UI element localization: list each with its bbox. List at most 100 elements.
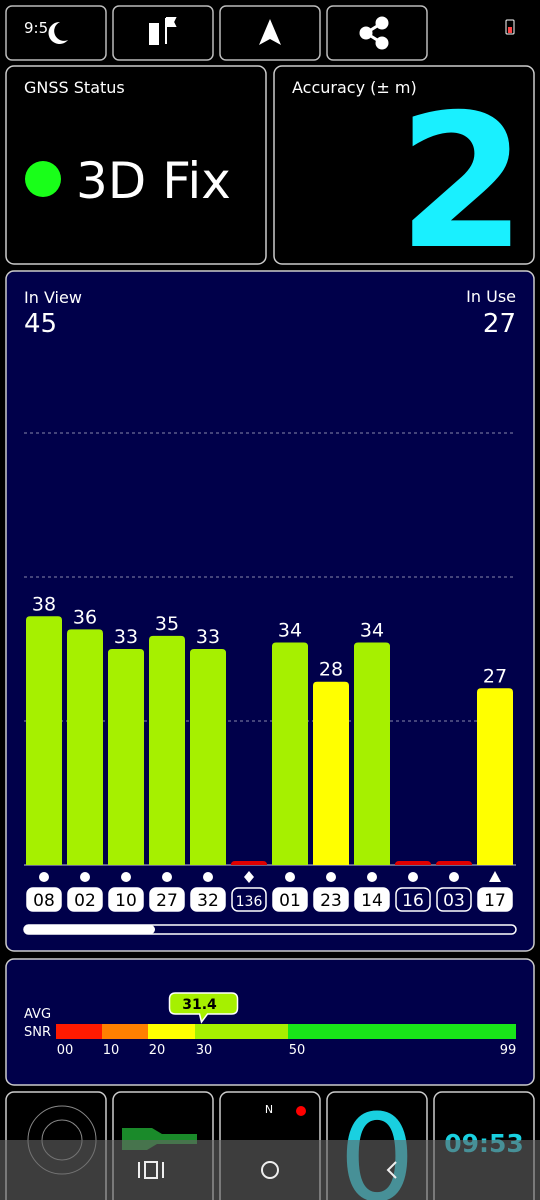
panel-title: GNSS Status — [24, 78, 125, 97]
accuracy-value: 2 — [398, 74, 527, 290]
satellite-id: 23 — [320, 891, 342, 911]
snr-tick-label: 30 — [196, 1043, 213, 1058]
share-button[interactable] — [326, 5, 428, 61]
in-view-label: In View — [24, 288, 82, 307]
snr-tick-label: 50 — [289, 1043, 306, 1058]
snr-panel — [5, 958, 535, 1086]
night-mode-button[interactable] — [5, 5, 107, 61]
status-time: 9:5 — [24, 19, 48, 37]
satellite-id-box — [477, 887, 513, 912]
signal-bar — [313, 681, 349, 865]
battery-icon — [505, 19, 515, 35]
satellite-id: 32 — [197, 891, 219, 911]
navigate-icon — [259, 19, 281, 45]
signal-bar — [67, 629, 103, 865]
constellation-icon — [326, 872, 336, 882]
constellation-icon — [244, 871, 254, 883]
satellite-id-box — [231, 887, 267, 912]
snr-tick-label: 20 — [149, 1043, 166, 1058]
satellite-id-box — [108, 887, 144, 912]
constellation-icon — [121, 872, 131, 882]
avg-label: AVG — [24, 1007, 51, 1022]
satellite-id: 03 — [443, 891, 465, 911]
constellation-icon — [449, 872, 459, 882]
average-callout — [168, 992, 239, 1024]
compass-marker — [296, 1106, 306, 1116]
gnss-status-panel — [5, 65, 267, 265]
satellite-id: 17 — [484, 891, 506, 911]
satellite-id: 16 — [402, 891, 424, 911]
bar-value: 34 — [360, 619, 384, 641]
back-button[interactable] — [386, 1161, 397, 1179]
bar-value: 35 — [155, 613, 179, 635]
bar-value: 36 — [73, 606, 97, 628]
navigation-bar — [0, 1140, 540, 1200]
signal-bar — [354, 642, 390, 865]
moon-icon — [48, 21, 68, 44]
bar-value: 33 — [196, 626, 220, 648]
fix-indicator — [25, 161, 61, 197]
satellite-id-box — [190, 887, 226, 912]
snr-segment — [195, 1024, 288, 1039]
bar-value: 34 — [278, 619, 302, 641]
satellite-id-box — [436, 887, 472, 912]
signal-bar — [395, 861, 431, 865]
constellation-icon — [489, 871, 501, 882]
snr-segment — [148, 1024, 195, 1039]
satellite-id: 27 — [156, 891, 178, 911]
constellation-icon — [39, 872, 49, 882]
guide-button[interactable] — [112, 5, 214, 61]
signal-bar — [231, 861, 267, 865]
compass-north: N — [265, 1103, 273, 1116]
satellite-id: 136 — [236, 894, 263, 910]
satellite-id: 10 — [115, 891, 137, 911]
signal-bar — [26, 616, 62, 865]
satellite-id-box — [313, 887, 349, 912]
satellite-id: 08 — [33, 891, 55, 911]
snr-label: SNR — [24, 1025, 51, 1040]
bar-value: 27 — [483, 665, 507, 687]
share-icon — [359, 16, 389, 50]
signal-bar — [272, 642, 308, 865]
accuracy-panel — [273, 65, 535, 265]
satellite-id-box — [26, 887, 62, 912]
recents-button[interactable] — [138, 1161, 164, 1179]
signal-bar — [436, 861, 472, 865]
in-view-value: 45 — [24, 309, 57, 339]
satellite-id-box — [272, 887, 308, 912]
satellite-id-box — [67, 887, 103, 912]
snr-tick-label: 00 — [57, 1043, 74, 1058]
constellation-icon — [162, 872, 172, 882]
signal-bar — [108, 649, 144, 865]
constellation-icon — [203, 872, 213, 882]
battery-level — [508, 27, 512, 33]
fix-status: 3D Fix — [76, 152, 231, 210]
signal-bar — [149, 635, 185, 865]
snr-segment — [56, 1024, 102, 1039]
satellite-id: 02 — [74, 891, 96, 911]
home-button[interactable] — [261, 1161, 279, 1179]
snr-segment — [288, 1024, 516, 1039]
satellite-id: 01 — [279, 891, 301, 911]
constellation-icon — [285, 872, 295, 882]
panel-title: Accuracy (± m) — [292, 78, 417, 97]
signal-bar — [477, 688, 513, 865]
snr-tick-label: 99 — [500, 1043, 517, 1058]
bar-value: 33 — [114, 626, 138, 648]
satellite-id: 14 — [361, 891, 383, 911]
snr-tick-label: 10 — [103, 1043, 120, 1058]
snr-segment — [102, 1024, 148, 1039]
bar-value: 28 — [319, 659, 343, 681]
scroll-thumb[interactable] — [24, 925, 155, 934]
guide-icon — [149, 17, 177, 45]
signal-bar — [190, 649, 226, 865]
satellite-id-box — [395, 887, 431, 912]
in-use-value: 27 — [483, 309, 516, 339]
satellite-id-box — [354, 887, 390, 912]
satellite-id-box — [149, 887, 185, 912]
constellation-icon — [80, 872, 90, 882]
bar-value: 38 — [32, 593, 56, 615]
constellation-icon — [408, 872, 418, 882]
